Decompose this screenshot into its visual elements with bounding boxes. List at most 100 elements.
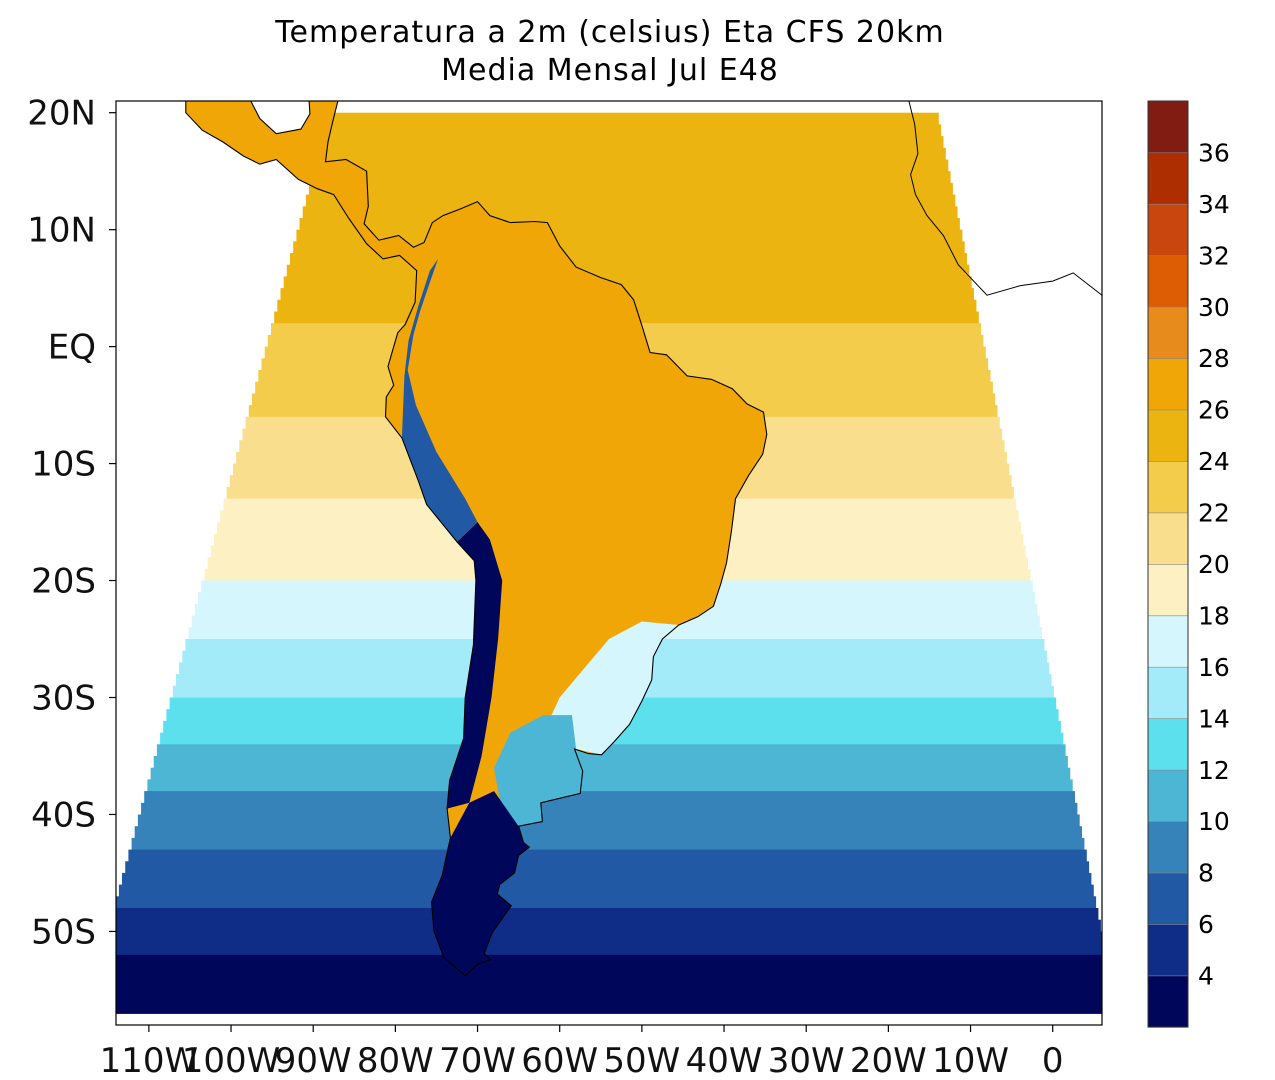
temperature-band <box>144 791 1075 804</box>
temperature-band <box>309 182 953 196</box>
lon-tick-label: 70W <box>439 1041 516 1080</box>
colorbar-label: 32 <box>1198 241 1230 270</box>
latitude-axis: 20N 10N EQ 10S 20S 30S 40S 50S <box>27 94 116 952</box>
temperature-band <box>116 919 1101 932</box>
colorbar-label: 16 <box>1198 653 1230 682</box>
temperature-band <box>116 896 1097 909</box>
temperature-band <box>116 954 1102 968</box>
lon-tick-label: 0 <box>1042 1041 1064 1080</box>
temperature-band <box>125 861 1090 874</box>
temperature-band <box>321 136 944 149</box>
colorbar-swatch <box>1147 717 1189 771</box>
lon-tick-label: 30W <box>768 1041 845 1080</box>
temperature-band <box>150 767 1071 780</box>
temperature-band <box>147 779 1073 792</box>
colorbar-swatch <box>1147 306 1189 359</box>
lon-tick-label: 10W <box>932 1041 1009 1080</box>
colorbar-swatch <box>1147 769 1189 822</box>
colorbar-swatch <box>1147 255 1189 308</box>
temperature-band <box>299 218 960 231</box>
temperature-band <box>131 837 1085 851</box>
temperature-band <box>116 966 1102 979</box>
colorbar-swatch <box>1147 615 1189 668</box>
land-temperature-fill-patagonia <box>431 791 530 976</box>
colorbar-frame <box>1147 100 1189 1028</box>
temperature-band <box>302 206 958 219</box>
temperature-band <box>116 1001 1102 1014</box>
lat-tick-label: 30S <box>31 679 96 719</box>
chart-subtitle: Media Mensal Jul E48 <box>441 53 779 88</box>
colorbar-swatch <box>1147 666 1189 720</box>
colorbar-label: 22 <box>1198 499 1230 528</box>
temperature-band <box>305 194 956 207</box>
temperature-band <box>122 872 1092 886</box>
colorbar-label: 24 <box>1198 447 1230 476</box>
lon-tick-label: 90W <box>275 1041 352 1080</box>
temperature-band <box>116 908 1099 921</box>
temperature-band <box>116 978 1102 991</box>
colorbar-label: 36 <box>1198 138 1230 167</box>
temperature-band <box>128 849 1087 862</box>
lon-tick-label: 40W <box>686 1041 763 1080</box>
lon-tick-label: 60W <box>521 1041 598 1080</box>
temperature-band <box>153 756 1068 769</box>
temperature-band <box>286 264 970 277</box>
colorbar-swatch <box>1147 203 1189 256</box>
lat-tick-label: EQ <box>48 328 96 368</box>
colorbar-swatch <box>1147 820 1189 874</box>
colorbar-swatch <box>1147 872 1189 925</box>
temperature-band <box>156 744 1066 757</box>
temperature-band <box>116 931 1102 944</box>
colorbar-swatch <box>1147 923 1189 977</box>
lon-tick-label: 80W <box>357 1041 434 1080</box>
colorbar-label: 18 <box>1198 601 1230 630</box>
colorbar-label: 30 <box>1198 293 1230 322</box>
lat-tick-label: 50S <box>31 912 96 952</box>
temperature-band <box>315 159 949 172</box>
colorbar-label: 28 <box>1198 344 1230 373</box>
temperature-band <box>134 826 1082 839</box>
colorbar-swatch <box>1147 409 1189 462</box>
colorbar-label: 6 <box>1198 910 1214 939</box>
land-temperature-fill-andes-south <box>447 522 503 809</box>
colorbar-label: 10 <box>1198 807 1230 836</box>
land-temperature-fill-andes-north <box>401 258 478 542</box>
map-plot-area <box>116 101 1102 1014</box>
colorbar-swatch <box>1147 975 1189 1028</box>
lon-tick-label: 100W <box>182 1041 281 1080</box>
temperature-band <box>324 124 942 137</box>
colorbar-swatch <box>1147 100 1189 154</box>
temperature-band <box>318 147 946 161</box>
south-america-coastline <box>185 101 768 977</box>
temperature-band <box>118 884 1094 897</box>
lat-tick-label: 20N <box>27 94 96 134</box>
temperature-band <box>312 171 951 184</box>
africa-coastline <box>908 101 1102 296</box>
temperature-field <box>116 101 1102 1014</box>
colorbar-label: 34 <box>1198 190 1230 219</box>
coastlines <box>185 101 1102 977</box>
temperature-band <box>116 943 1102 956</box>
colorbar-label: 14 <box>1198 704 1230 733</box>
temperature-band <box>116 989 1102 1003</box>
temperature-band <box>137 814 1080 827</box>
colorbar-label: 12 <box>1198 756 1230 785</box>
lat-tick-label: 40S <box>31 795 96 835</box>
plot-frame <box>115 100 1103 1026</box>
lon-tick-label: 110W <box>100 1041 199 1080</box>
colorbar-swatch <box>1147 460 1189 514</box>
colorbar-label: 20 <box>1198 550 1230 579</box>
land-temperature-fill-pampas <box>494 715 583 827</box>
lat-tick-label: 10S <box>31 445 96 485</box>
colorbar-swatch <box>1147 563 1189 617</box>
temperature-band <box>283 276 972 289</box>
colorbar-swatch <box>1147 357 1189 411</box>
lat-tick-label: 20S <box>31 562 96 602</box>
temperature-band <box>328 112 939 125</box>
colorbar: 4 6 8 10 12 14 16 18 20 22 24 26 28 30 32 34 36 <box>1147 100 1230 1028</box>
temperature-band <box>141 802 1078 816</box>
colorbar-label: 8 <box>1198 859 1214 888</box>
colorbar-swatch <box>1147 152 1189 205</box>
